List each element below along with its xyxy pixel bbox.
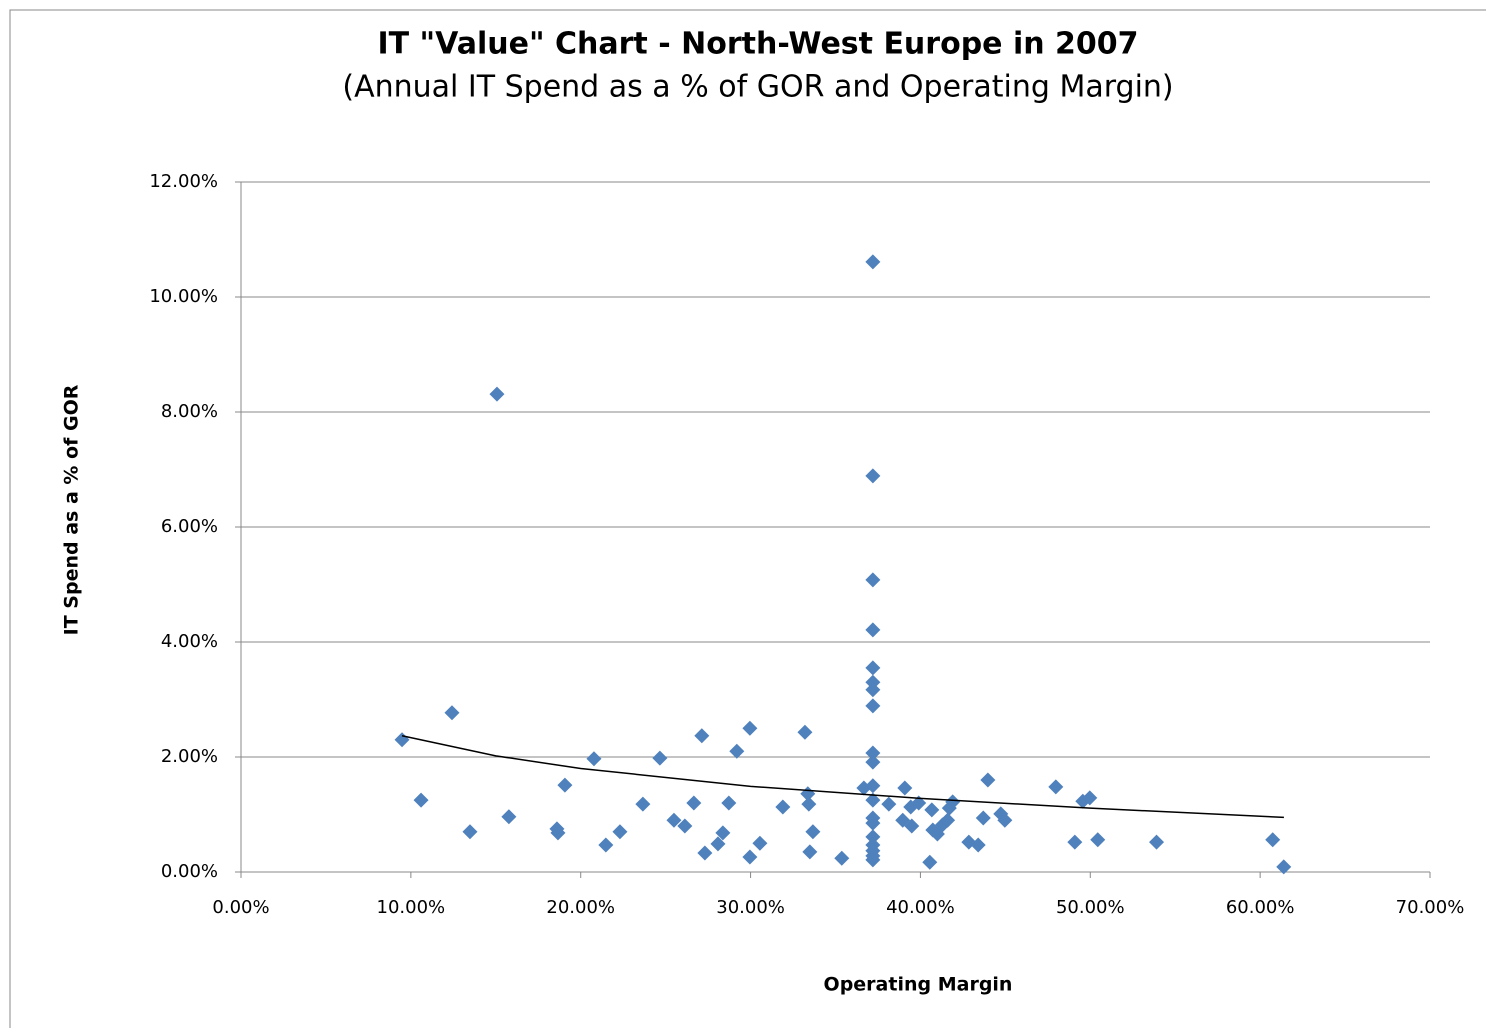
data-point xyxy=(865,745,881,761)
data-point xyxy=(802,844,818,860)
data-point xyxy=(775,799,791,815)
data-point xyxy=(865,468,881,484)
data-point xyxy=(924,802,940,818)
data-point xyxy=(865,660,881,676)
y-tick-label: 6.00% xyxy=(161,516,218,537)
data-point xyxy=(1048,779,1064,795)
data-point xyxy=(865,792,881,808)
data-point xyxy=(501,809,517,825)
chart-frame xyxy=(9,9,1486,1028)
x-tick-label: 60.00% xyxy=(1226,897,1295,918)
x-axis-label: Operating Margin xyxy=(824,974,1013,996)
data-point xyxy=(922,854,938,870)
data-point xyxy=(710,836,726,852)
data-point xyxy=(752,835,768,851)
data-point xyxy=(612,824,628,840)
data-point xyxy=(805,824,821,840)
data-point xyxy=(1090,832,1106,848)
data-point xyxy=(975,810,991,826)
data-point xyxy=(1067,834,1083,850)
data-point xyxy=(865,572,881,588)
data-point xyxy=(550,825,566,841)
data-point xyxy=(970,837,986,853)
data-point xyxy=(1265,832,1281,848)
data-point xyxy=(742,720,758,736)
data-point xyxy=(697,845,713,861)
data-point xyxy=(797,724,813,740)
data-point xyxy=(865,829,881,845)
x-tick-label: 10.00% xyxy=(377,897,446,918)
chart-title: IT "Value" Chart - North-West Europe in … xyxy=(377,27,1138,62)
data-point xyxy=(721,795,737,811)
data-point xyxy=(677,818,693,834)
data-point xyxy=(635,796,651,812)
x-tick-label: 30.00% xyxy=(716,897,785,918)
data-point xyxy=(865,698,881,714)
data-point xyxy=(1149,834,1165,850)
data-point xyxy=(897,780,913,796)
data-point xyxy=(997,812,1013,828)
data-point xyxy=(865,754,881,770)
data-point xyxy=(865,778,881,794)
data-point xyxy=(462,824,478,840)
data-point xyxy=(557,777,573,793)
data-point xyxy=(694,728,710,744)
data-point xyxy=(865,815,881,831)
x-tick-label: 0.00% xyxy=(212,897,269,918)
data-point xyxy=(666,812,682,828)
y-axis-label: IT Spend as a % of GOR xyxy=(61,384,83,635)
y-tick-label: 4.00% xyxy=(161,631,218,652)
data-point xyxy=(881,796,897,812)
data-point xyxy=(742,849,758,865)
data-point xyxy=(729,743,745,759)
data-point xyxy=(715,825,731,841)
chart-subtitle: (Annual IT Spend as a % of GOR and Opera… xyxy=(342,70,1173,105)
y-tick-label: 10.00% xyxy=(149,286,218,307)
y-tick-label: 8.00% xyxy=(161,401,218,422)
y-tick-label: 2.00% xyxy=(161,746,218,767)
data-point xyxy=(1082,790,1098,806)
data-point xyxy=(834,850,850,866)
data-point xyxy=(904,818,920,834)
data-point xyxy=(489,386,505,402)
data-point xyxy=(686,795,702,811)
x-tick-label: 50.00% xyxy=(1056,897,1125,918)
y-tick-label: 0.00% xyxy=(161,861,218,882)
data-point xyxy=(801,796,817,812)
data-point xyxy=(865,852,881,868)
data-point xyxy=(865,622,881,638)
data-point xyxy=(586,751,602,767)
x-tick-label: 40.00% xyxy=(886,897,955,918)
data-point xyxy=(444,705,460,721)
data-point xyxy=(945,794,961,810)
data-point xyxy=(413,792,429,808)
data-point xyxy=(865,254,881,270)
y-tick-label: 12.00% xyxy=(149,171,218,192)
data-point xyxy=(1276,859,1292,875)
data-point xyxy=(598,837,614,853)
data-point xyxy=(980,772,996,788)
x-tick-label: 70.00% xyxy=(1396,897,1465,918)
data-point xyxy=(940,812,956,828)
data-point xyxy=(865,682,881,698)
trendline xyxy=(401,734,1284,819)
data-point xyxy=(652,750,668,766)
x-tick-label: 20.00% xyxy=(546,897,615,918)
